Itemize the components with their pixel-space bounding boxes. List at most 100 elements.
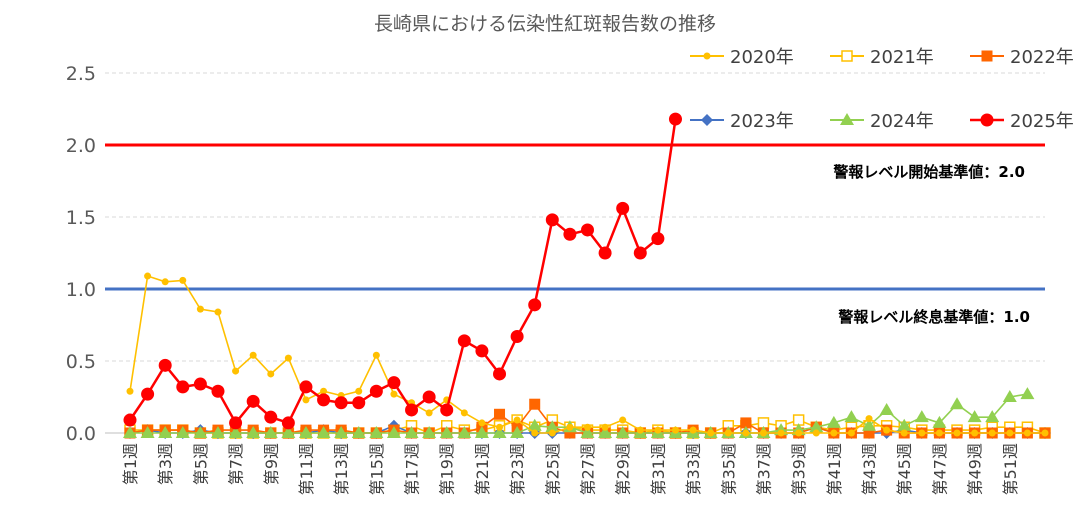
data-point bbox=[865, 415, 873, 423]
x-tick-label: 第43週 bbox=[860, 443, 879, 495]
data-point bbox=[193, 377, 207, 391]
data-point bbox=[840, 113, 854, 125]
y-tick-label: 0.0 bbox=[66, 423, 96, 445]
x-tick-label: 第3週 bbox=[156, 443, 175, 485]
data-point bbox=[123, 413, 137, 427]
data-point bbox=[654, 426, 662, 434]
data-point bbox=[1020, 387, 1035, 400]
data-point bbox=[386, 426, 401, 438]
data-point bbox=[791, 423, 806, 436]
data-point bbox=[971, 429, 979, 437]
legend-label: 2020年 bbox=[730, 47, 794, 68]
data-point bbox=[284, 354, 292, 362]
data-point bbox=[740, 417, 752, 429]
data-point bbox=[1006, 429, 1014, 437]
data-point bbox=[847, 429, 855, 437]
data-point bbox=[844, 410, 859, 423]
data-point bbox=[774, 423, 789, 436]
data-point bbox=[980, 113, 994, 127]
data-point bbox=[918, 429, 926, 437]
series-layer bbox=[123, 112, 1051, 439]
data-point bbox=[246, 394, 260, 408]
data-point bbox=[369, 426, 384, 438]
data-point bbox=[496, 423, 504, 431]
x-tick-label: 第23週 bbox=[508, 443, 527, 495]
data-point bbox=[123, 426, 137, 438]
data-point bbox=[529, 398, 541, 410]
x-tick-label: 第27週 bbox=[579, 443, 598, 495]
data-point bbox=[581, 223, 594, 237]
data-point bbox=[334, 426, 349, 438]
legend-item: 2023年 bbox=[690, 111, 794, 132]
data-point bbox=[988, 429, 996, 437]
data-point bbox=[981, 50, 993, 62]
data-point bbox=[510, 426, 525, 438]
data-point bbox=[830, 429, 838, 437]
data-point bbox=[701, 114, 713, 126]
data-point bbox=[144, 272, 152, 280]
series-line bbox=[128, 118, 677, 426]
data-point bbox=[615, 426, 630, 438]
x-tick-label: 第33週 bbox=[684, 443, 703, 495]
data-point bbox=[841, 50, 853, 62]
data-point bbox=[232, 367, 240, 375]
data-point bbox=[863, 427, 875, 439]
data-point bbox=[742, 429, 750, 437]
data-point bbox=[545, 213, 559, 227]
data-point bbox=[439, 426, 454, 438]
series-2025年 bbox=[123, 112, 682, 430]
data-point bbox=[387, 376, 401, 390]
data-point bbox=[883, 426, 891, 434]
data-point bbox=[352, 396, 366, 410]
legend-label: 2024年 bbox=[870, 111, 934, 132]
data-point bbox=[1023, 429, 1031, 437]
data-point bbox=[457, 334, 471, 348]
x-tick-label: 第49週 bbox=[966, 443, 985, 495]
data-point bbox=[759, 429, 767, 437]
data-point bbox=[334, 396, 348, 410]
data-point bbox=[598, 426, 613, 438]
data-point bbox=[214, 308, 222, 316]
data-point bbox=[531, 429, 539, 437]
data-point bbox=[404, 426, 419, 438]
data-point bbox=[246, 426, 261, 438]
data-point bbox=[527, 418, 542, 431]
chart-title: 長崎県における伝染性紅斑報告数の推移 bbox=[374, 13, 716, 35]
data-point bbox=[633, 246, 647, 260]
data-point bbox=[320, 387, 328, 395]
x-tick-label: 第11週 bbox=[297, 443, 316, 495]
series-line bbox=[129, 274, 1045, 434]
x-tick-label: 第25週 bbox=[543, 443, 562, 495]
x-axis-ticks: 第1週 第3週 第5週 第7週 第9週 第11週 第13週 第15週 第17週 第19週 第21週第… bbox=[121, 443, 1020, 495]
data-point bbox=[826, 415, 841, 428]
data-point bbox=[140, 426, 155, 438]
data-point bbox=[689, 426, 697, 434]
data-point bbox=[932, 415, 947, 428]
data-point bbox=[492, 426, 507, 438]
x-tick-label: 第19週 bbox=[438, 443, 457, 495]
data-point bbox=[967, 410, 982, 423]
data-point bbox=[616, 201, 630, 215]
data-point bbox=[460, 409, 468, 417]
x-tick-label: 第37週 bbox=[754, 443, 773, 495]
legend-item: 2025年 bbox=[970, 111, 1074, 132]
reference-line-label: 警報レベル終息基準値：1.0 bbox=[837, 308, 1030, 326]
legend-item: 2021年 bbox=[830, 47, 934, 68]
data-point bbox=[795, 429, 803, 437]
data-point bbox=[985, 410, 1000, 423]
data-point bbox=[210, 426, 225, 438]
x-tick-label: 第15週 bbox=[367, 443, 386, 495]
data-point bbox=[211, 384, 225, 398]
data-point bbox=[126, 387, 134, 395]
y-axis-ticks: 0.0 0.5 1.0 1.5 2.0 2.5 bbox=[66, 63, 96, 445]
data-point bbox=[1041, 429, 1049, 437]
y-tick-label: 2.5 bbox=[66, 63, 96, 85]
data-point bbox=[457, 426, 472, 438]
data-point bbox=[914, 410, 929, 423]
data-point bbox=[267, 370, 275, 378]
data-point bbox=[601, 423, 609, 431]
legend-item: 2020年 bbox=[690, 47, 794, 68]
data-point bbox=[897, 418, 912, 431]
